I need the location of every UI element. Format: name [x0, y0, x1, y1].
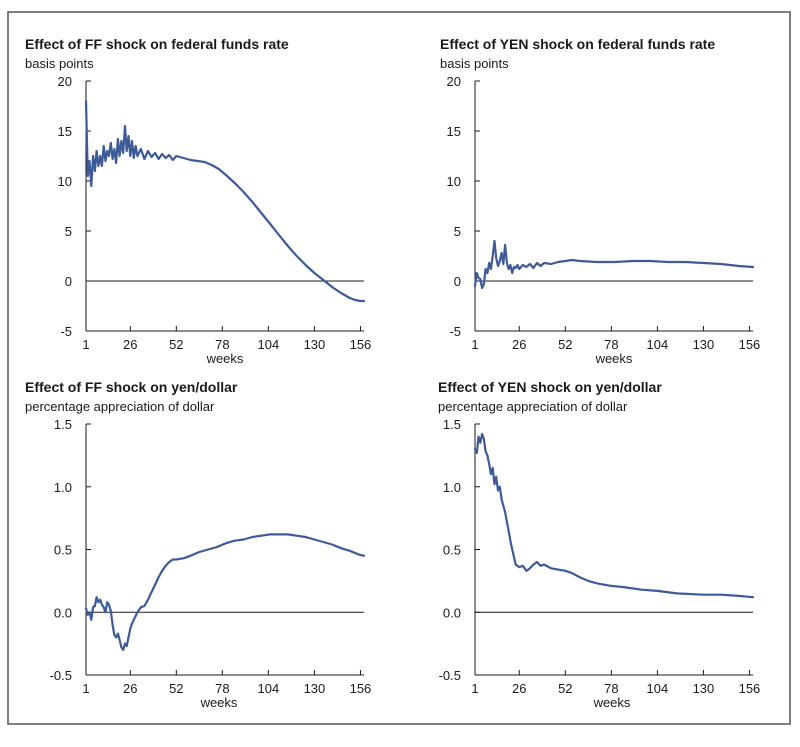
- y-tick-label: 0: [454, 274, 461, 289]
- series-line: [84, 99, 366, 303]
- x-tick-label: 1: [471, 681, 478, 696]
- x-tick-label: 130: [304, 681, 326, 696]
- series-line: [473, 239, 755, 290]
- x-tick-label: 130: [304, 337, 326, 352]
- y-tick-label: 0.5: [54, 543, 72, 558]
- y-tick-label: 1.0: [443, 480, 461, 495]
- x-tick-label: 1: [82, 681, 89, 696]
- y-tick-label: 15: [447, 124, 461, 139]
- x-tick-label: 156: [350, 681, 372, 696]
- x-tick-label: 78: [604, 337, 618, 352]
- y-tick-label: 10: [58, 174, 72, 189]
- figure-frame: [7, 11, 791, 725]
- x-tick-label: 78: [604, 681, 618, 696]
- panel-ff-fedfunds: Effect of FF shock on federal funds rate…: [25, 36, 371, 366]
- y-tick-label: -5: [60, 324, 72, 339]
- chart-title: Effect of YEN shock on yen/dollar: [438, 379, 662, 395]
- x-axis-label: weeks: [593, 695, 631, 710]
- series-line: [473, 432, 755, 599]
- y-tick-label: 5: [65, 224, 72, 239]
- x-tick-label: 1: [82, 337, 89, 352]
- x-tick-label: 156: [350, 337, 372, 352]
- x-tick-label: 104: [647, 337, 669, 352]
- y-tick-label: 1.5: [54, 417, 72, 432]
- y-tick-label: -5: [449, 324, 461, 339]
- x-tick-label: 78: [215, 681, 229, 696]
- x-tick-label: 156: [739, 681, 761, 696]
- x-tick-label: 104: [258, 681, 280, 696]
- x-tick-label: 104: [647, 681, 669, 696]
- y-axis-label: basis points: [440, 56, 509, 71]
- x-axis-label: weeks: [206, 351, 244, 366]
- y-tick-label: 0.0: [54, 605, 72, 620]
- x-tick-label: 156: [739, 337, 761, 352]
- x-tick-label: 26: [123, 681, 137, 696]
- y-axis-label: basis points: [25, 56, 94, 71]
- y-tick-label: -0.5: [439, 668, 461, 683]
- y-axis-label: percentage appreciation of dollar: [25, 399, 215, 414]
- x-tick-label: 26: [123, 337, 137, 352]
- series-line: [84, 533, 366, 652]
- chart-title: Effect of FF shock on federal funds rate: [25, 36, 289, 52]
- y-tick-label: 10: [447, 174, 461, 189]
- y-tick-label: 0.5: [443, 543, 461, 558]
- x-tick-label: 52: [169, 337, 183, 352]
- y-axis-label: percentage appreciation of dollar: [438, 399, 628, 414]
- chart-title: Effect of FF shock on yen/dollar: [25, 379, 238, 395]
- chart-title: Effect of YEN shock on federal funds rat…: [440, 36, 715, 52]
- x-tick-label: 52: [558, 681, 572, 696]
- y-tick-label: 20: [447, 74, 461, 89]
- x-tick-label: 26: [512, 337, 526, 352]
- x-tick-label: 1: [471, 337, 478, 352]
- x-tick-label: 52: [169, 681, 183, 696]
- x-axis-label: weeks: [200, 695, 238, 710]
- panel-yen-yendollar: Effect of YEN shock on yen/dollar percen…: [438, 379, 760, 710]
- x-tick-label: 78: [215, 337, 229, 352]
- y-tick-label: 15: [58, 124, 72, 139]
- y-tick-label: 0: [65, 274, 72, 289]
- x-tick-label: 52: [558, 337, 572, 352]
- y-tick-label: 20: [58, 74, 72, 89]
- y-tick-label: 1.5: [443, 417, 461, 432]
- x-axis-label: weeks: [595, 351, 633, 366]
- x-tick-label: 130: [693, 681, 715, 696]
- x-tick-label: 104: [258, 337, 280, 352]
- y-tick-label: 1.0: [54, 480, 72, 495]
- x-tick-label: 26: [512, 681, 526, 696]
- y-tick-label: 0.0: [443, 605, 461, 620]
- panel-yen-fedfunds: Effect of YEN shock on federal funds rat…: [440, 36, 760, 366]
- x-tick-label: 130: [693, 337, 715, 352]
- y-tick-label: 5: [454, 224, 461, 239]
- y-tick-label: -0.5: [50, 668, 72, 683]
- panel-ff-yendollar: Effect of FF shock on yen/dollar percent…: [25, 379, 371, 710]
